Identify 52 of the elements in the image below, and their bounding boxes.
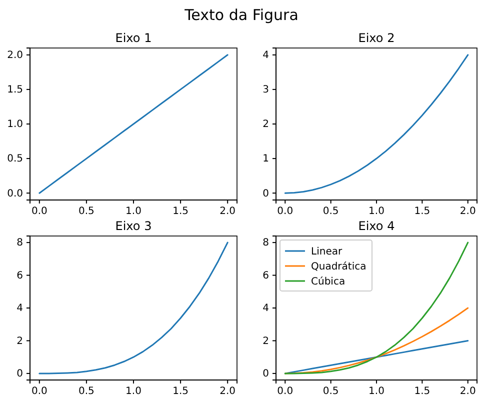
chart-title: Eixo 1	[115, 31, 152, 45]
legend-label: Linear	[311, 246, 343, 258]
y-tick-label: 8	[262, 238, 269, 249]
y-tick-label: 8	[16, 238, 23, 249]
y-tick-label: 2	[262, 119, 269, 130]
y-tick-label: 1	[262, 154, 269, 165]
y-tick-label: 4	[16, 303, 23, 314]
y-tick-label: 1.0	[7, 119, 23, 130]
y-tick-label: 4	[262, 303, 269, 314]
x-tick-label: 0.0	[277, 206, 294, 218]
x-tick-label: 0.5	[78, 206, 94, 218]
x-tick-label: 2.0	[460, 386, 476, 398]
text: Texto da Figura	[184, 6, 298, 24]
x-tick-label: 2.0	[460, 206, 476, 218]
x-tick-label: 1.0	[126, 206, 142, 218]
x-tick-label: 0.0	[31, 386, 48, 398]
y-tick-label: 2.0	[7, 50, 23, 62]
line-series	[38, 242, 228, 374]
line-series	[284, 54, 469, 194]
y-tick-label: 1.5	[7, 84, 23, 96]
x-tick-label: 1.0	[126, 386, 142, 398]
x-tick-label: 0.5	[322, 386, 339, 398]
x-tick-label: 0.0	[31, 206, 48, 218]
x-tick-label: 0.5	[322, 206, 339, 218]
line-series	[284, 242, 469, 374]
chart-title: Eixo 2	[358, 31, 395, 45]
y-tick-label: 0	[16, 368, 23, 380]
legend-label: Cúbica	[311, 276, 346, 288]
y-tick-label: 2	[16, 336, 23, 347]
x-tick-label: 1.0	[368, 386, 384, 398]
legend-label: Quadrática	[311, 262, 366, 272]
x-tick-label: 1.5	[172, 386, 188, 398]
x-tick-label: 1.5	[172, 206, 188, 218]
x-tick-label: 2.0	[220, 386, 236, 398]
line-series	[38, 54, 228, 194]
chart-title: Eixo 4	[358, 219, 395, 233]
y-tick-label: 6	[16, 270, 23, 282]
y-tick-label: 0.5	[7, 154, 23, 165]
y-tick-label: 6	[262, 270, 269, 282]
x-tick-label: 0.0	[277, 386, 294, 398]
y-tick-label: 0.0	[7, 188, 23, 200]
chart-title: Eixo 3	[115, 219, 152, 233]
y-tick-label: 4	[262, 50, 269, 62]
x-tick-label: 1.5	[414, 386, 430, 398]
y-tick-label: 2	[262, 336, 269, 347]
x-tick-label: 2.0	[220, 206, 236, 218]
y-tick-label: 0	[262, 368, 269, 380]
y-tick-label: 3	[262, 84, 269, 96]
x-tick-label: 1.5	[414, 206, 430, 218]
y-tick-label: 0	[262, 188, 269, 200]
x-tick-label: 1.0	[368, 206, 384, 218]
x-tick-label: 0.5	[78, 386, 94, 398]
